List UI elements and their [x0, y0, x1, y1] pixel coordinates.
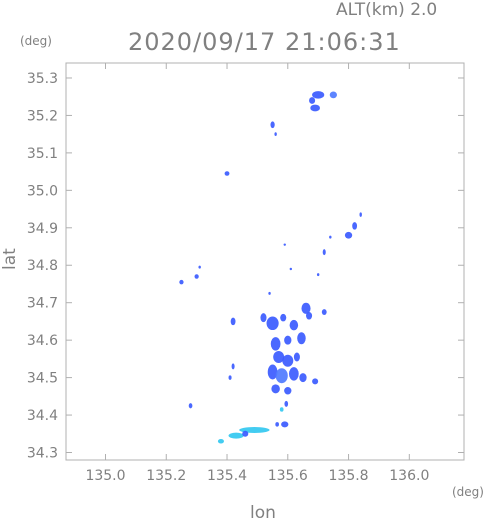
y-tick-label: 34.3	[27, 446, 58, 462]
x-tick-label: 135.2	[146, 468, 186, 484]
echo-cell	[230, 317, 236, 326]
y-tick-label: 34.6	[27, 333, 58, 349]
x-tick-label: 135.4	[207, 468, 247, 484]
echo-cell	[283, 243, 286, 246]
echo-cell	[217, 439, 224, 444]
echo-cell	[293, 352, 300, 362]
echo-cell	[270, 337, 281, 351]
y-tick-label: 34.5	[27, 371, 58, 387]
x-unit-label: (deg)	[452, 485, 484, 499]
x-axis-title: lon	[250, 503, 276, 521]
timestamp-title: 2020/09/17 21:06:31	[128, 28, 401, 56]
y-tick-label: 34.7	[27, 296, 58, 312]
echo-cell	[352, 222, 358, 230]
echo-cell	[242, 430, 249, 437]
echo-cell	[284, 400, 289, 407]
altitude-label: ALT(km) 2.0	[336, 0, 437, 20]
echo-cell	[289, 367, 299, 381]
echo-cell	[266, 316, 279, 331]
echo-cell	[224, 171, 230, 176]
echo-cell	[310, 104, 320, 112]
y-unit-label: (deg)	[20, 34, 52, 48]
echo-cell	[268, 291, 271, 295]
echo-cell	[312, 91, 325, 99]
echo-cell	[321, 309, 327, 316]
echo-cell	[309, 97, 316, 104]
x-tick-label: 135.6	[268, 468, 308, 484]
echo-cell	[280, 313, 287, 322]
echo-cell	[275, 422, 279, 427]
echo-cell	[274, 132, 277, 137]
echo-cell	[284, 386, 292, 395]
echo-cell	[231, 363, 235, 370]
echo-cell	[275, 368, 288, 384]
y-tick-label: 35.1	[27, 146, 58, 162]
echo-cell	[228, 432, 244, 439]
x-tick-label: 136.0	[389, 468, 429, 484]
echo-cell	[179, 279, 184, 285]
echo-cell	[316, 273, 320, 277]
echo-cell	[306, 312, 313, 320]
x-tick-label: 135.8	[329, 468, 369, 484]
echo-cell	[312, 378, 319, 385]
echo-cell	[267, 364, 278, 380]
plot-frame	[65, 62, 465, 461]
echo-cell	[301, 302, 311, 314]
echo-cell	[344, 231, 353, 239]
y-tick-label: 35.2	[27, 108, 58, 124]
echo-cell	[289, 267, 293, 271]
y-tick-label: 34.4	[27, 408, 58, 424]
echo-cell	[284, 335, 292, 345]
x-tick-label: 135.0	[85, 468, 125, 484]
echo-cell	[198, 265, 201, 269]
echo-cell	[228, 375, 232, 380]
echo-cell	[260, 313, 267, 323]
echo-cell	[297, 332, 306, 345]
echo-cell	[359, 212, 362, 217]
echo-layer	[179, 91, 362, 444]
echo-cell	[194, 274, 199, 279]
echo-cell	[289, 319, 299, 331]
y-tick-label: 35.3	[27, 71, 58, 87]
echo-cell	[329, 91, 338, 99]
echo-cell	[282, 354, 294, 367]
echo-cell	[299, 373, 307, 383]
echo-cell	[188, 403, 193, 409]
echo-cell	[279, 407, 284, 412]
echo-cell	[270, 121, 275, 129]
y-tick-label: 35.0	[27, 183, 58, 199]
echo-cell	[281, 421, 289, 428]
echo-cell	[329, 235, 332, 239]
tick-layer: 135.0 135.2 135.4 135.6 135.8 136.0 35.3 35.2 35…	[27, 63, 464, 484]
echo-cell	[322, 249, 326, 256]
y-tick-label: 34.9	[27, 221, 58, 237]
y-tick-label: 34.8	[27, 258, 58, 274]
echo-cell	[271, 384, 280, 394]
y-axis-title: lat	[0, 248, 20, 270]
echo-cell	[273, 351, 285, 363]
